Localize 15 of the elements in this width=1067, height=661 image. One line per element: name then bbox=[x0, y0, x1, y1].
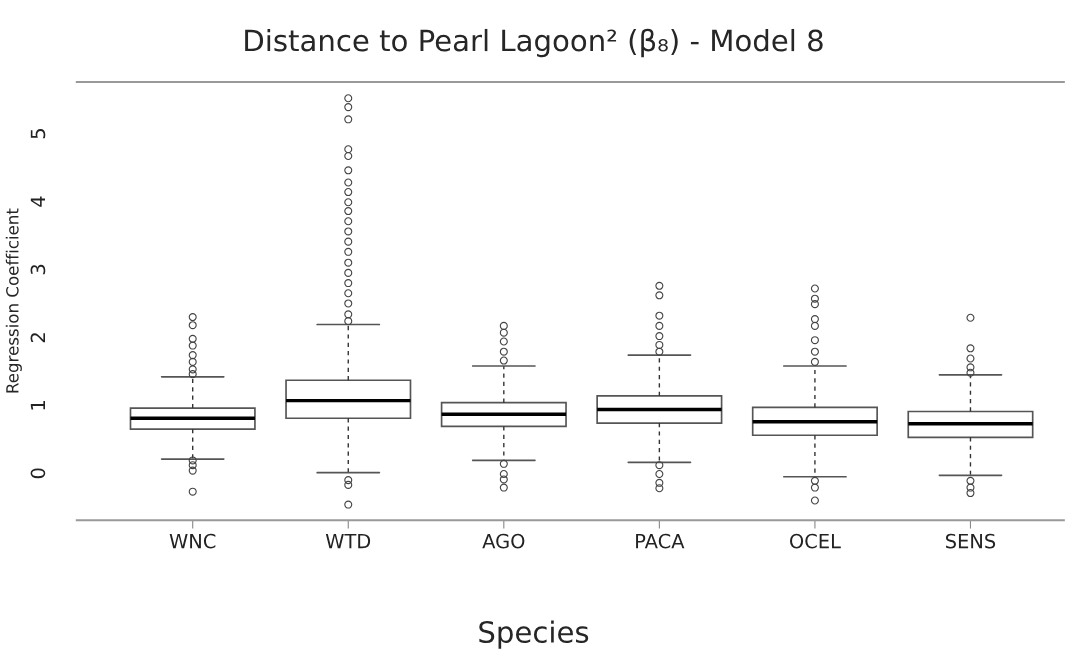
y-tick-label: 3 bbox=[30, 264, 46, 275]
x-tick-label: WTD bbox=[325, 534, 371, 549]
x-tick-label: WNC bbox=[169, 533, 216, 549]
x-tick-label: OCEL bbox=[790, 533, 841, 549]
y-tick-label: 2 bbox=[30, 333, 45, 343]
x-tick-label: PACA bbox=[636, 533, 685, 549]
x-tick-label: SENS bbox=[945, 533, 996, 549]
y-tick-label: 0 bbox=[30, 468, 46, 479]
y-tick-label: 1 bbox=[30, 400, 45, 410]
y-tick-label: 5 bbox=[30, 129, 46, 139]
chart-title: Distance to Pearl Lagoon² (β₈) - Model 8 bbox=[245, 28, 823, 58]
x-tick-label: AGO bbox=[482, 533, 525, 549]
y-axis-title: Regression Coefficient bbox=[5, 208, 22, 393]
y-tick-label: 4 bbox=[30, 196, 45, 207]
x-axis-title: Species bbox=[479, 620, 589, 649]
